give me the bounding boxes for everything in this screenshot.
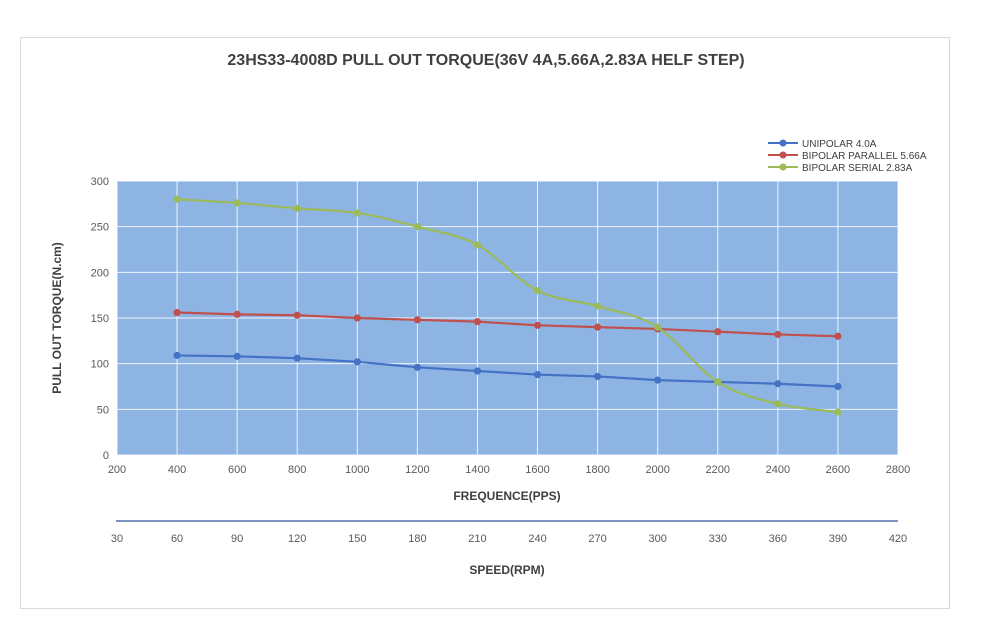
data-point [173,195,181,203]
series-line-0 [177,354,838,388]
y-tick-label: 300 [91,176,109,188]
data-point [594,302,602,310]
data-point [714,378,722,386]
secondary-x-tick-label: 360 [769,533,787,545]
x-axis-title: FREQUENCE(PPS) [453,489,560,503]
data-point [834,382,842,391]
y-tick-label: 100 [91,359,109,371]
x-tick-label: 2600 [826,464,850,476]
data-point [353,209,361,217]
data-point [533,287,542,295]
secondary-x-tick-label: 30 [111,533,123,545]
data-point [533,371,542,379]
secondary-x-axis-ticks: 30 60 90 120 150 180 210 240 270 300 330 360 390 420 [111,533,907,545]
data-point [774,400,782,408]
data-point [594,323,602,331]
x-tick-label: 1200 [405,464,429,476]
secondary-x-tick-label: 270 [588,533,606,545]
data-point [233,352,241,360]
data-point [353,314,361,322]
data-point [533,321,542,329]
data-point [714,328,722,336]
y-tick-label: 50 [97,404,109,416]
x-tick-label: 800 [288,464,306,476]
x-tick-label: 200 [108,464,126,476]
chart-title: 23HS33-4008D PULL OUT TORQUE(36V 4A,5.66… [227,52,744,69]
legend-label-unipolar: UNIPOLAR 4.0A [802,139,877,150]
y-tick-label: 150 [91,313,109,325]
x-tick-label: 400 [168,464,186,476]
x-tick-label: 2000 [645,464,669,476]
data-point [293,311,301,319]
chart-frame: 23HS33-4008D PULL OUT TORQUE(36V 4A,5.66… [20,37,950,609]
data-point [413,363,421,371]
data-point [654,376,662,384]
legend-marker-bipolar-serial [779,163,787,171]
data-point [173,308,181,317]
x-tick-label: 2800 [886,464,910,476]
secondary-x-tick-label: 240 [528,533,546,545]
legend-marker-bipolar-parallel [779,151,787,159]
x-tick-label: 1800 [585,464,609,476]
series-layer [173,195,842,416]
data-point [774,380,782,388]
data-point [413,316,421,324]
data-point [293,204,301,212]
data-point [293,354,301,362]
secondary-x-tick-label: 60 [171,533,183,545]
chart-canvas: 23HS33-4008D PULL OUT TORQUE(36V 4A,5.66… [50,52,927,577]
series-line-1 [177,311,838,338]
x-tick-label: 1400 [465,464,489,476]
data-point [594,372,602,381]
legend-marker-unipolar [779,139,787,147]
data-point [173,351,181,360]
secondary-x-tick-label: 300 [649,533,667,545]
data-point [233,310,241,318]
x-tick-label: 2200 [706,464,730,476]
x-axis-ticks: 200 400 600 800 1000 1200 1400 1600 1800 2000 2200… [108,464,910,476]
secondary-x-tick-label: 330 [709,533,727,545]
y-tick-label: 250 [91,222,109,234]
x-tick-label: 1000 [345,464,369,476]
secondary-x-tick-label: 210 [468,533,486,545]
secondary-x-tick-label: 120 [288,533,306,545]
data-point [834,408,842,416]
data-point [774,330,782,339]
legend-label-bipolar-serial: BIPOLAR SERIAL 2.83A [802,163,913,174]
secondary-x-tick-label: 180 [408,533,426,545]
data-point [233,199,241,207]
legend-label-bipolar-parallel: BIPOLAR PARALLEL 5.66A [802,151,927,162]
data-point [473,318,482,326]
x-tick-label: 600 [228,464,246,476]
secondary-x-tick-label: 420 [889,533,907,545]
y-tick-label: 0 [103,450,109,462]
x-tick-label: 1600 [525,464,549,476]
secondary-x-tick-label: 90 [231,533,243,545]
data-point [654,323,662,331]
x-tick-label: 2400 [766,464,790,476]
y-tick-label: 200 [91,267,109,279]
secondary-x-axis-title: SPEED(RPM) [469,563,544,577]
legend: UNIPOLAR 4.0A BIPOLAR PARALLEL 5.66A BIP… [768,139,927,174]
data-point [473,367,482,375]
data-point [834,332,842,340]
secondary-x-tick-label: 390 [829,533,847,545]
y-axis-ticks: 0 50 100 150 200 250 300 [91,176,109,462]
secondary-x-tick-label: 150 [348,533,366,545]
data-point [353,358,361,366]
y-axis-title: PULL OUT TORQUE(N.cm) [50,242,64,394]
data-point [413,223,421,231]
data-point [473,241,482,249]
